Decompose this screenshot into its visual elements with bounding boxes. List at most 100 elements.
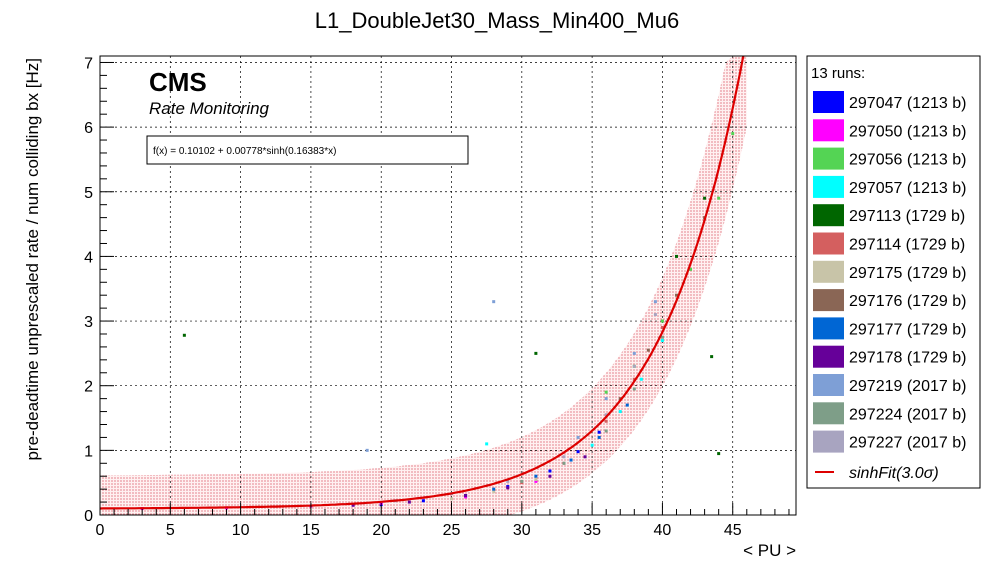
- data-point: [660, 326, 664, 330]
- fit-band-area: [100, 56, 747, 515]
- x-axis-label: < PU >: [743, 541, 796, 560]
- data-point: [674, 254, 678, 258]
- cms-label: CMS: [149, 67, 207, 97]
- x-tick-label: 0: [96, 522, 105, 539]
- data-point: [534, 351, 538, 355]
- data-point: [710, 355, 714, 359]
- data-point: [703, 196, 707, 200]
- data-point: [660, 319, 664, 323]
- series-12: [520, 335, 664, 483]
- data-point: [569, 458, 573, 462]
- legend-entry: 297050 (1213 b): [813, 119, 966, 142]
- legend: 13 runs: 297047 (1213 b) 297050 (1213 b) 2…: [806, 55, 981, 489]
- legend-header: 13 runs:: [811, 65, 865, 82]
- legend-entry: 297114 (1729 b): [813, 232, 965, 255]
- legend-swatch: [813, 345, 844, 368]
- series-5: [182, 196, 721, 456]
- x-tick-label: 5: [166, 522, 175, 539]
- legend-label: 297050 (1213 b): [849, 123, 966, 140]
- legend-entry: 297176 (1729 b): [813, 289, 966, 312]
- legend-label: 297047 (1213 b): [849, 95, 966, 112]
- data-point: [604, 390, 608, 394]
- legend-swatch: [813, 232, 844, 255]
- data-point: [731, 132, 735, 136]
- x-tick-label: 30: [513, 522, 531, 539]
- legend-swatch: [813, 317, 844, 340]
- legend-entry: 297047 (1213 b): [813, 91, 966, 113]
- x-tick-label: 15: [302, 522, 320, 539]
- data-point: [717, 452, 721, 456]
- series-7: [450, 477, 538, 501]
- legend-swatch: [813, 119, 844, 142]
- fit-line: [100, 56, 745, 510]
- x-tick-label: 40: [654, 522, 672, 539]
- plot-frame: [99, 55, 797, 516]
- y-tick-label: 6: [84, 120, 93, 137]
- legend-entry: 297224 (2017 b): [813, 402, 966, 425]
- data-point: [653, 313, 657, 317]
- legend-entry: 297178 (1729 b): [813, 345, 966, 368]
- data-point: [534, 474, 538, 478]
- data-point: [506, 479, 510, 483]
- data-point: [576, 435, 580, 439]
- data-point: [632, 351, 636, 355]
- data-point: [534, 477, 538, 481]
- y-tick-label: 1: [84, 443, 93, 460]
- data-point: [717, 196, 721, 200]
- x-tick-label: 45: [724, 522, 742, 539]
- legend-label: 297178 (1729 b): [849, 350, 966, 367]
- y-tick-label: 3: [84, 314, 93, 331]
- series-4: [485, 338, 664, 447]
- legend-swatch: [813, 402, 844, 425]
- legend-swatch: [813, 374, 844, 396]
- legend-entry: 297227 (2017 b): [813, 430, 966, 453]
- data-point: [604, 397, 608, 401]
- x-tick-label: 20: [372, 522, 390, 539]
- data-point: [492, 490, 496, 494]
- x-tick-label: 25: [443, 522, 461, 539]
- data-point: [597, 435, 601, 439]
- data-point: [492, 487, 496, 491]
- data-point: [576, 450, 580, 454]
- legend-swatch: [813, 289, 844, 312]
- data-point: [464, 494, 468, 498]
- legend-swatch: [813, 260, 844, 283]
- y-axis-label: pre-deadtime unprescaled rate / num coll…: [23, 58, 42, 461]
- data-point: [534, 479, 538, 483]
- legend-entry: 297056 (1213 b): [813, 147, 966, 170]
- data-point: [604, 419, 608, 423]
- legend-entry: 297057 (1213 b): [813, 175, 966, 198]
- x-tick-label: 10: [232, 522, 250, 539]
- fit-curve: [100, 56, 745, 510]
- y-tick-label: 4: [84, 249, 93, 266]
- data-point: [632, 387, 636, 391]
- data-point: [421, 499, 425, 503]
- data-point: [604, 413, 608, 417]
- data-point: [590, 443, 594, 447]
- legend-label: 297057 (1213 b): [849, 180, 966, 197]
- legend-entry-fit: sinhFit(3.0σ): [815, 465, 939, 482]
- grid: [100, 56, 796, 515]
- series-11: [365, 300, 657, 452]
- legend-entry: 297113 (1729 b): [813, 204, 965, 227]
- data-point: [646, 348, 650, 352]
- data-point: [548, 474, 552, 478]
- legend-label: 297176 (1729 b): [849, 293, 966, 310]
- data-point: [407, 500, 411, 504]
- data-point: [562, 455, 566, 459]
- y-tick-label: 7: [84, 55, 93, 72]
- legend-entry: 297177 (1729 b): [813, 317, 966, 340]
- data-point: [450, 497, 454, 501]
- data-point: [618, 410, 622, 414]
- y-tick-label: 0: [84, 508, 93, 525]
- data-point: [506, 486, 510, 490]
- legend-label: 297219 (2017 b): [849, 378, 966, 395]
- legend-label: 297175 (1729 b): [849, 265, 966, 282]
- fit-formula-text: f(x) = 0.10102 + 0.00778*sinh(0.16383*x): [153, 146, 336, 157]
- data-point: [674, 293, 678, 297]
- data-point: [182, 333, 186, 337]
- y-tick-label: 5: [84, 185, 93, 202]
